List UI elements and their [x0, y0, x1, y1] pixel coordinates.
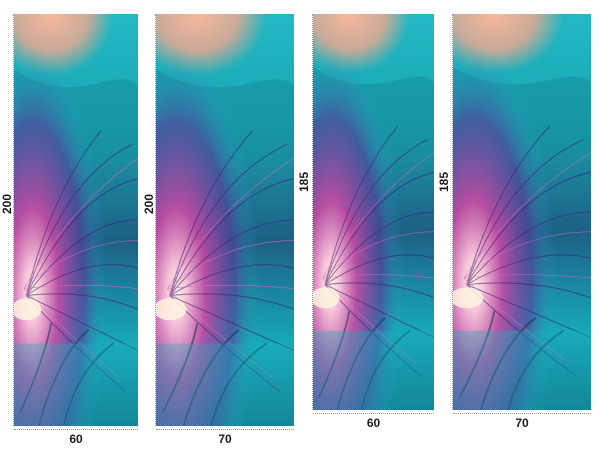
height-guide-1: [13, 14, 14, 426]
width-label-1: 60: [69, 432, 83, 446]
panel-4-artwork: [453, 14, 591, 410]
height-label-1: 200: [0, 193, 14, 215]
height-guide-3: [312, 14, 313, 410]
width-guide-1: [14, 429, 138, 430]
width-guide-2: [156, 429, 294, 430]
height-label-4: 185: [437, 171, 451, 193]
height-guide-4: [452, 14, 453, 410]
wallpaper-panel-1: [14, 14, 138, 426]
panel-2-artwork: [156, 14, 294, 426]
wallpaper-panel-4: [453, 14, 591, 410]
height-guide-2: [155, 14, 156, 426]
wallpaper-panel-2: [156, 14, 294, 426]
width-guide-4: [453, 413, 591, 414]
width-label-4: 70: [515, 416, 529, 430]
height-label-2: 200: [142, 193, 156, 215]
wallpaper-panel-3: [313, 14, 434, 410]
width-label-3: 60: [366, 416, 381, 430]
width-guide-3: [313, 413, 434, 414]
width-label-2: 70: [218, 432, 232, 446]
panel-3-artwork: [313, 14, 434, 410]
panel-1-artwork: [14, 14, 138, 426]
height-label-3: 185: [297, 171, 311, 193]
